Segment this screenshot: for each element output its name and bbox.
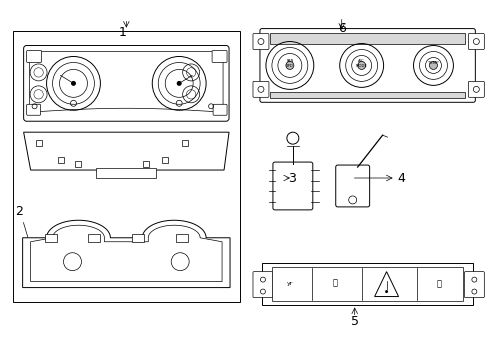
Bar	[269, 92, 465, 98]
FancyBboxPatch shape	[468, 33, 483, 50]
Text: A/C
MODE: A/C MODE	[355, 59, 367, 68]
Text: 1: 1	[118, 26, 126, 39]
Text: ⦻: ⦻	[331, 278, 337, 287]
FancyBboxPatch shape	[252, 272, 272, 298]
Circle shape	[285, 62, 293, 69]
Bar	[262, 263, 472, 305]
Circle shape	[71, 81, 76, 86]
FancyBboxPatch shape	[213, 104, 226, 115]
Bar	[143, 161, 149, 167]
Bar	[58, 157, 63, 163]
FancyBboxPatch shape	[252, 33, 268, 50]
Text: Ⓜ: Ⓜ	[436, 279, 441, 288]
Bar	[36, 140, 41, 146]
Bar	[96, 168, 156, 178]
FancyBboxPatch shape	[26, 104, 41, 115]
Bar	[269, 32, 465, 42]
Bar	[88, 234, 100, 242]
Bar	[44, 234, 57, 242]
Text: TEMP: TEMP	[427, 62, 438, 66]
Bar	[182, 140, 188, 146]
FancyBboxPatch shape	[335, 165, 369, 207]
FancyBboxPatch shape	[26, 50, 41, 62]
Circle shape	[176, 81, 182, 86]
Text: 3: 3	[287, 171, 295, 185]
FancyBboxPatch shape	[212, 50, 226, 62]
FancyBboxPatch shape	[464, 272, 483, 298]
Polygon shape	[22, 220, 229, 288]
Bar	[75, 161, 81, 167]
Bar	[269, 32, 465, 44]
Bar	[13, 31, 240, 302]
Text: 5: 5	[350, 315, 358, 328]
FancyBboxPatch shape	[23, 45, 228, 121]
FancyBboxPatch shape	[272, 162, 312, 210]
FancyBboxPatch shape	[30, 51, 223, 115]
Circle shape	[428, 62, 437, 69]
Bar	[271, 267, 463, 301]
Circle shape	[385, 290, 387, 293]
Bar	[132, 234, 144, 242]
FancyBboxPatch shape	[260, 28, 474, 102]
Text: FAN
SPD: FAN SPD	[285, 59, 293, 68]
Polygon shape	[23, 132, 228, 170]
Bar	[162, 157, 168, 163]
Text: yr: yr	[286, 281, 292, 286]
FancyBboxPatch shape	[468, 81, 483, 97]
Circle shape	[286, 132, 298, 144]
Bar	[176, 234, 188, 242]
Text: 2: 2	[15, 205, 22, 219]
Text: 4: 4	[397, 171, 405, 185]
Text: 6: 6	[337, 22, 345, 35]
Polygon shape	[31, 225, 222, 282]
Circle shape	[357, 62, 365, 69]
FancyBboxPatch shape	[252, 81, 268, 97]
